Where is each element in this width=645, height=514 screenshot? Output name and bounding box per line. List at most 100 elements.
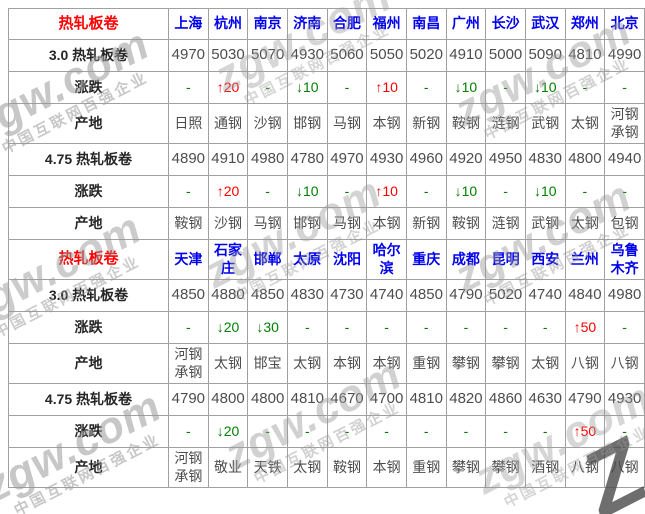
price-row: 4.75 热轧板卷 4790 4800 4800 4810 4670 4700 4810 482…	[8, 383, 645, 416]
city-header-cell: 济南	[286, 8, 328, 40]
price-row: 4.75 热轧板卷 4890 4910 4980 4780 4970 4930 4960 492…	[8, 143, 645, 176]
origin-cell: 邯钢	[286, 103, 328, 144]
price-cell: 4800	[564, 143, 606, 176]
origin-cell: 武钢	[524, 103, 566, 144]
change-cell: -	[286, 415, 328, 448]
city-header-cell: 太原	[286, 239, 328, 280]
origin-cell: 太钢	[286, 447, 328, 488]
price-cell: 5030	[207, 39, 249, 72]
price-cell: 4980	[247, 143, 288, 176]
change-cell: -	[485, 71, 526, 104]
price-cell: 5090	[524, 39, 566, 72]
change-cell: ↑50	[564, 311, 606, 344]
row-label-cell: 涨跌	[8, 175, 169, 208]
row-label-cell: 产地	[8, 447, 169, 488]
city-header-cell: 昆明	[485, 239, 526, 280]
origin-cell: 重钢	[405, 447, 447, 488]
origin-cell: 攀钢	[485, 447, 526, 488]
price-cell: 4800	[247, 383, 288, 416]
origin-cell: 太钢	[564, 207, 606, 240]
change-cell: ↓20	[207, 415, 249, 448]
city-header-cell: 长沙	[485, 8, 526, 40]
price-cell: 4920	[445, 143, 487, 176]
row-label-cell: 4.75 热轧板卷	[8, 143, 169, 176]
price-cell: 4860	[485, 383, 526, 416]
price-cell: 4790	[564, 383, 606, 416]
change-row: 涨跌 - ↑20- ↓10- ↑10- ↓10- ↓10- -	[8, 71, 645, 104]
price-cell: 4730	[326, 279, 368, 312]
city-header-cell: 邯郸	[247, 239, 288, 280]
origin-cell: 重钢	[405, 343, 447, 384]
city-header-cell: 北京	[604, 8, 645, 40]
origin-cell: 河钢承钢	[604, 103, 645, 144]
change-cell: -	[286, 311, 328, 344]
row-label-cell: 产地	[8, 343, 169, 384]
price-cell: 5020	[485, 279, 526, 312]
price-cell: 4630	[524, 383, 566, 416]
change-cell: -	[366, 311, 407, 344]
price-cell: 4810	[286, 383, 328, 416]
origin-cell: 包钢	[604, 207, 645, 240]
change-cell: ↑10	[366, 175, 407, 208]
price-cell: 4780	[286, 143, 328, 176]
change-cell: -	[604, 311, 645, 344]
price-cell: 4830	[524, 143, 566, 176]
change-cell: -	[366, 415, 407, 448]
change-cell: -	[485, 311, 526, 344]
change-cell: -	[485, 415, 526, 448]
origin-cell: 新钢	[405, 207, 447, 240]
row-label-cell: 涨跌	[8, 71, 169, 104]
change-cell: -	[405, 71, 447, 104]
origin-cell: 新钢	[405, 103, 447, 144]
price-cell: 4810	[405, 383, 447, 416]
price-row: 3.0 热轧板卷 4970 5030 5070 4930 5060 5050 5020 4910…	[8, 39, 645, 72]
price-cell: 4930	[286, 39, 328, 72]
change-cell: ↓10	[286, 71, 328, 104]
change-cell: -	[326, 71, 368, 104]
price-cell: 4810	[564, 39, 606, 72]
price-cell: 4940	[604, 143, 645, 176]
origin-cell: 马钢	[326, 103, 368, 144]
origin-cell: 涟钢	[485, 207, 526, 240]
change-cell: -	[445, 415, 487, 448]
origin-cell: 太钢	[207, 343, 249, 384]
price-cell: 4790	[168, 383, 209, 416]
change-row: 涨跌 - ↑20- ↓10- ↑10- ↓10- ↓10- -	[8, 175, 645, 208]
change-cell: -	[405, 415, 447, 448]
change-cell: -	[524, 415, 566, 448]
origin-cell: 邯宝	[247, 343, 288, 384]
city-header-cell: 杭州	[207, 8, 249, 40]
price-cell: 4910	[207, 143, 249, 176]
price-cell: 4740	[524, 279, 566, 312]
price-cell: 4980	[604, 279, 645, 312]
origin-cell: 邯钢	[286, 207, 328, 240]
origin-cell: 八钢	[564, 343, 606, 384]
price-cell: 5060	[326, 39, 368, 72]
origin-cell: 鞍钢	[168, 207, 209, 240]
change-cell: -	[564, 175, 606, 208]
change-cell: -	[326, 311, 368, 344]
origin-row: 产地 河钢承钢 太钢 邯宝 太钢 本钢 本钢 重钢 攀钢 攀钢 太钢 八钢 八钢	[8, 343, 645, 384]
change-row: 涨跌 - ↓20 ↓30- - - - - - - ↑50-	[8, 311, 645, 344]
row-label-cell: 4.75 热轧板卷	[8, 383, 169, 416]
origin-cell: 本钢	[366, 343, 407, 384]
row-label-cell: 3.0 热轧板卷	[8, 39, 169, 72]
city-header-cell: 南京	[247, 8, 288, 40]
origin-cell: 涟钢	[485, 103, 526, 144]
origin-cell: 八钢	[564, 447, 606, 488]
price-cell: 4930	[604, 383, 645, 416]
origin-cell: 太钢	[286, 343, 328, 384]
origin-cell: 敬业	[207, 447, 249, 488]
origin-cell: 攀钢	[485, 343, 526, 384]
origin-cell: 攀钢	[445, 343, 487, 384]
price-row: 3.0 热轧板卷 4850 4880 4850 4830 4730 4740 4850 4790…	[8, 279, 645, 312]
change-cell: ↑20	[207, 71, 249, 104]
change-cell: ↑10	[366, 71, 407, 104]
city-header-cell: 天津	[168, 239, 209, 280]
origin-cell: 日照	[168, 103, 209, 144]
price-cell: 4670	[326, 383, 368, 416]
price-cell: 4990	[604, 39, 645, 72]
origin-cell: 八钢	[604, 343, 645, 384]
origin-cell: 攀钢	[445, 447, 487, 488]
block-header-row: 热轧板卷 天津 石家庄 邯郸 太原 沈阳 哈尔滨 重庆 成都 昆明 西安 兰州 乌鲁木齐	[8, 239, 645, 280]
